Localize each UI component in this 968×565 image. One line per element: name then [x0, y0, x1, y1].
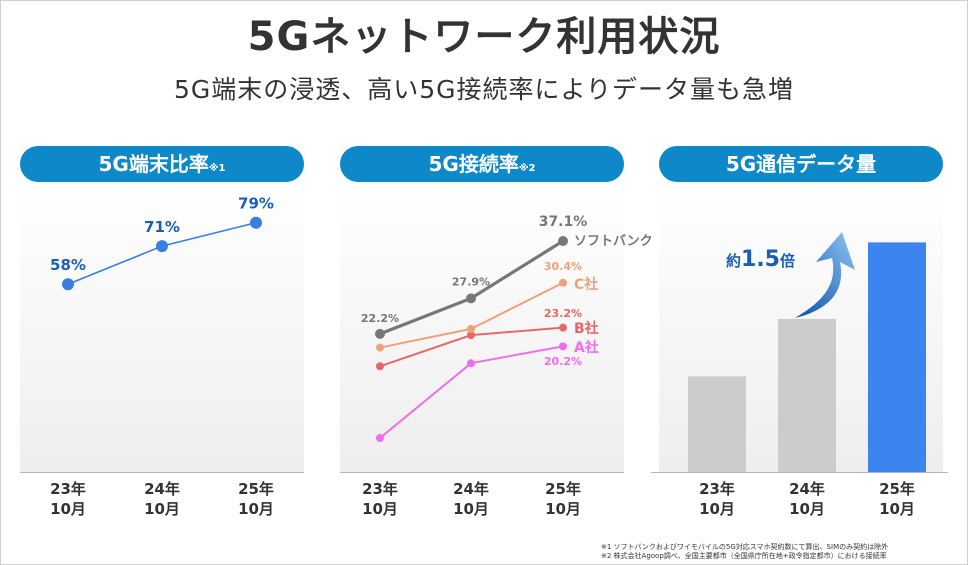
connection-rate-point	[559, 323, 567, 332]
connection-rate-point	[466, 293, 476, 304]
x-axis-label: 25年 10月	[867, 479, 927, 519]
baseline-data-volume	[651, 472, 948, 473]
x-axis-label: 25年 10月	[533, 479, 593, 519]
baseline-terminal-ratio	[20, 472, 304, 473]
x-axis-label-month: 10月	[362, 500, 398, 518]
x-axis-label: 23年 10月	[687, 479, 747, 519]
terminal-ratio-point	[62, 278, 74, 291]
x-axis-label-year: 24年	[144, 480, 180, 498]
connection-rate-point	[467, 359, 475, 368]
terminal-ratio-value-label: 71%	[144, 218, 180, 236]
series-label-c: C社	[574, 276, 598, 293]
series-label-b: B社	[574, 320, 599, 337]
connection-rate-point	[376, 362, 384, 371]
connection-rate-point	[376, 434, 384, 442]
data-volume-bar	[868, 242, 926, 472]
connection-rate-point	[467, 324, 475, 333]
footnote-1: ※1 ソフトバンクおよびワイモバイルの5G対応スマホ契約数にて算出、SIMのみ契…	[601, 543, 889, 551]
page-title: 5Gネットワーク利用状況	[247, 14, 721, 60]
x-axis-label-year: 25年	[545, 480, 581, 498]
x-axis-label-month: 10月	[789, 500, 825, 518]
x-axis-label-month: 10月	[879, 500, 915, 518]
panel-header-note: ※1	[208, 163, 226, 174]
x-axis-label: 24年 10月	[132, 479, 192, 519]
panel-header-note: ※2	[518, 163, 536, 174]
x-axis-label-month: 10月	[144, 500, 180, 518]
terminal-ratio-point	[250, 216, 262, 229]
x-axis-label-month: 10月	[545, 500, 581, 518]
x-axis-label-year: 24年	[789, 480, 825, 498]
x-axis-label-month: 10月	[699, 500, 735, 518]
x-axis-label-month: 10月	[50, 500, 86, 518]
panel-header-label: 5G接続率	[428, 152, 519, 176]
x-axis-label: 24年 10月	[441, 479, 501, 519]
connection-rate-value-label: 20.2%	[544, 355, 582, 368]
connection-rate-point	[559, 342, 567, 351]
panel-header-label: 5G通信データ量	[725, 152, 877, 176]
data-volume-bar	[688, 376, 746, 472]
x-axis-label: 23年 10月	[38, 479, 98, 519]
connection-rate-point	[558, 236, 568, 246]
x-axis-label-year: 24年	[453, 480, 489, 498]
connection-rate-value-label: 23.2%	[544, 307, 582, 320]
x-axis-label: 23年 10月	[350, 479, 410, 519]
x-axis-label-year: 25年	[879, 480, 915, 498]
terminal-ratio-value-label: 58%	[50, 256, 86, 274]
series-label-a: A社	[574, 339, 599, 356]
growth-arrow-icon	[795, 232, 855, 318]
connection-rate-value-label: 30.4%	[544, 260, 582, 273]
connection-rate-point	[559, 278, 567, 287]
panel-bg-connection-rate	[340, 185, 624, 472]
footnote-2: ※2 株式会社Agoop調べ、全国主要都市（全国県庁所在地+政令指定都市）におけ…	[601, 552, 887, 560]
multiplier-label: 約1.5倍	[726, 247, 795, 272]
x-axis-label-month: 10月	[453, 500, 489, 518]
panel-bg-terminal-ratio	[20, 185, 304, 472]
connection-rate-point	[375, 328, 385, 339]
data-volume-bar	[778, 318, 836, 472]
x-axis-label-year: 23年	[362, 480, 398, 498]
panel-header-terminal-ratio: 5G端末比率※1	[20, 146, 304, 182]
connection-rate-point	[376, 343, 384, 352]
x-axis-label: 25年 10月	[226, 479, 286, 519]
page-subtitle: 5G端末の浸透、高い5G接続率によりデータ量も急増	[173, 75, 795, 104]
panel-header-data-volume: 5G通信データ量	[659, 146, 943, 182]
connection-rate-value-label: 22.2%	[361, 312, 399, 325]
connection-rate-point	[467, 331, 475, 340]
panel-header-label: 5G端末比率	[98, 152, 209, 176]
x-axis-label: 24年 10月	[777, 479, 837, 519]
series-label-softbank: ソフトバンク	[574, 234, 653, 249]
terminal-ratio-point	[156, 240, 168, 253]
x-axis-label-year: 23年	[699, 480, 735, 498]
connection-rate-value-label: 37.1%	[539, 214, 588, 230]
connection-rate-value-label: 27.9%	[452, 275, 490, 288]
terminal-ratio-value-label: 79%	[238, 195, 274, 213]
x-axis-label-month: 10月	[238, 500, 274, 518]
panel-header-connection-rate: 5G接続率※2	[340, 146, 624, 182]
x-axis-label-year: 23年	[50, 480, 86, 498]
x-axis-label-year: 25年	[238, 480, 274, 498]
baseline-connection-rate	[340, 472, 624, 473]
